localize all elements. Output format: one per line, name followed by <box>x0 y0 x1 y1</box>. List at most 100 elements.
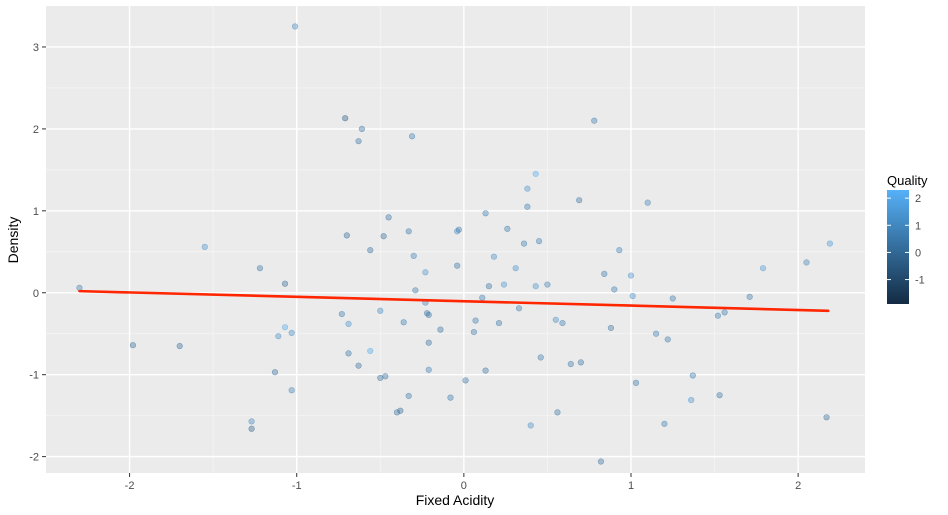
data-point <box>342 115 349 122</box>
trend-line <box>78 289 830 313</box>
x-tick-label: 2 <box>795 480 801 492</box>
data-point <box>358 125 366 132</box>
plot-panel <box>46 6 865 473</box>
data-point <box>759 265 767 272</box>
data-point <box>248 418 255 425</box>
legend-tick-label: 2 <box>915 193 921 205</box>
data-point <box>377 307 384 314</box>
data-point <box>527 422 534 429</box>
data-point <box>714 312 722 319</box>
data-point <box>355 362 362 369</box>
legend-tick-label: 0 <box>915 247 921 259</box>
data-point <box>343 232 350 239</box>
data-point <box>576 197 583 204</box>
data-point <box>367 247 374 254</box>
data-point <box>345 350 352 357</box>
data-point <box>479 294 486 301</box>
data-point <box>485 283 493 290</box>
data-point <box>532 283 539 290</box>
y-tick-label: -1 <box>29 370 39 382</box>
data-point <box>412 287 419 294</box>
y-tick-label: 0 <box>33 288 39 300</box>
data-point <box>425 311 432 318</box>
data-point <box>652 330 660 337</box>
data-point <box>632 379 640 386</box>
x-tick-label: 1 <box>628 480 634 492</box>
legend-colorbar <box>887 190 909 304</box>
data-point <box>688 396 695 404</box>
data-point <box>382 373 389 380</box>
data-point <box>472 317 479 324</box>
data-point <box>689 372 696 379</box>
x-tick-label: -1 <box>292 480 302 492</box>
data-point <box>397 407 404 414</box>
data-point <box>248 425 255 432</box>
data-point <box>826 240 834 247</box>
data-point <box>500 281 508 288</box>
data-point <box>746 293 753 300</box>
legend-tick-label: 1 <box>915 220 921 232</box>
data-point <box>271 369 279 376</box>
data-point <box>454 262 461 269</box>
data-point <box>455 226 462 233</box>
y-tick-label: 1 <box>33 206 39 218</box>
major-gridlines <box>46 6 865 473</box>
x-tick-label: -2 <box>125 480 135 492</box>
y-axis-title: Density <box>5 217 21 264</box>
data-point <box>408 133 416 140</box>
data-point <box>355 138 362 145</box>
data-point <box>721 309 728 316</box>
data-point <box>425 366 432 373</box>
data-point <box>176 342 183 350</box>
data-point <box>495 319 503 327</box>
data-point <box>367 347 374 355</box>
data-point <box>504 225 511 232</box>
data-point <box>462 377 469 384</box>
data-point <box>400 319 407 326</box>
data-point <box>437 326 444 333</box>
data-point <box>490 253 498 260</box>
data-point <box>256 265 264 272</box>
data-point <box>447 394 454 401</box>
color-legend: Quality -1 0 1 2 <box>887 173 928 304</box>
data-points <box>76 23 834 465</box>
x-tick-label: 0 <box>461 480 467 492</box>
data-point <box>345 320 352 327</box>
data-point <box>577 359 584 366</box>
data-point <box>591 117 598 124</box>
data-point <box>552 316 559 323</box>
data-point <box>288 387 295 394</box>
data-point <box>644 199 651 206</box>
data-point <box>76 284 83 291</box>
x-axis-ticks: -2 -1 0 1 2 <box>125 473 801 492</box>
data-point <box>532 170 539 178</box>
data-point <box>607 324 615 332</box>
data-point <box>425 339 432 346</box>
legend-tick-label: -1 <box>915 275 925 287</box>
data-point <box>601 270 608 278</box>
data-point <box>281 280 289 287</box>
data-point <box>520 240 528 247</box>
data-point <box>627 272 635 279</box>
data-point <box>567 360 574 368</box>
data-point <box>275 333 282 340</box>
data-point <box>716 392 723 399</box>
data-point <box>422 269 429 276</box>
data-point <box>410 252 417 259</box>
data-point <box>338 310 345 318</box>
data-point <box>544 281 551 288</box>
data-point <box>482 367 489 374</box>
legend-title: Quality <box>887 173 928 188</box>
data-point <box>281 324 289 331</box>
data-point <box>611 286 618 293</box>
data-point <box>482 210 489 217</box>
data-point <box>554 409 561 416</box>
x-axis-title: Fixed Acidity <box>416 492 495 508</box>
data-point <box>597 458 605 465</box>
data-point <box>629 292 636 300</box>
data-point <box>512 265 519 272</box>
minor-gridlines <box>46 6 865 473</box>
data-point <box>201 243 208 250</box>
data-point <box>515 305 523 312</box>
